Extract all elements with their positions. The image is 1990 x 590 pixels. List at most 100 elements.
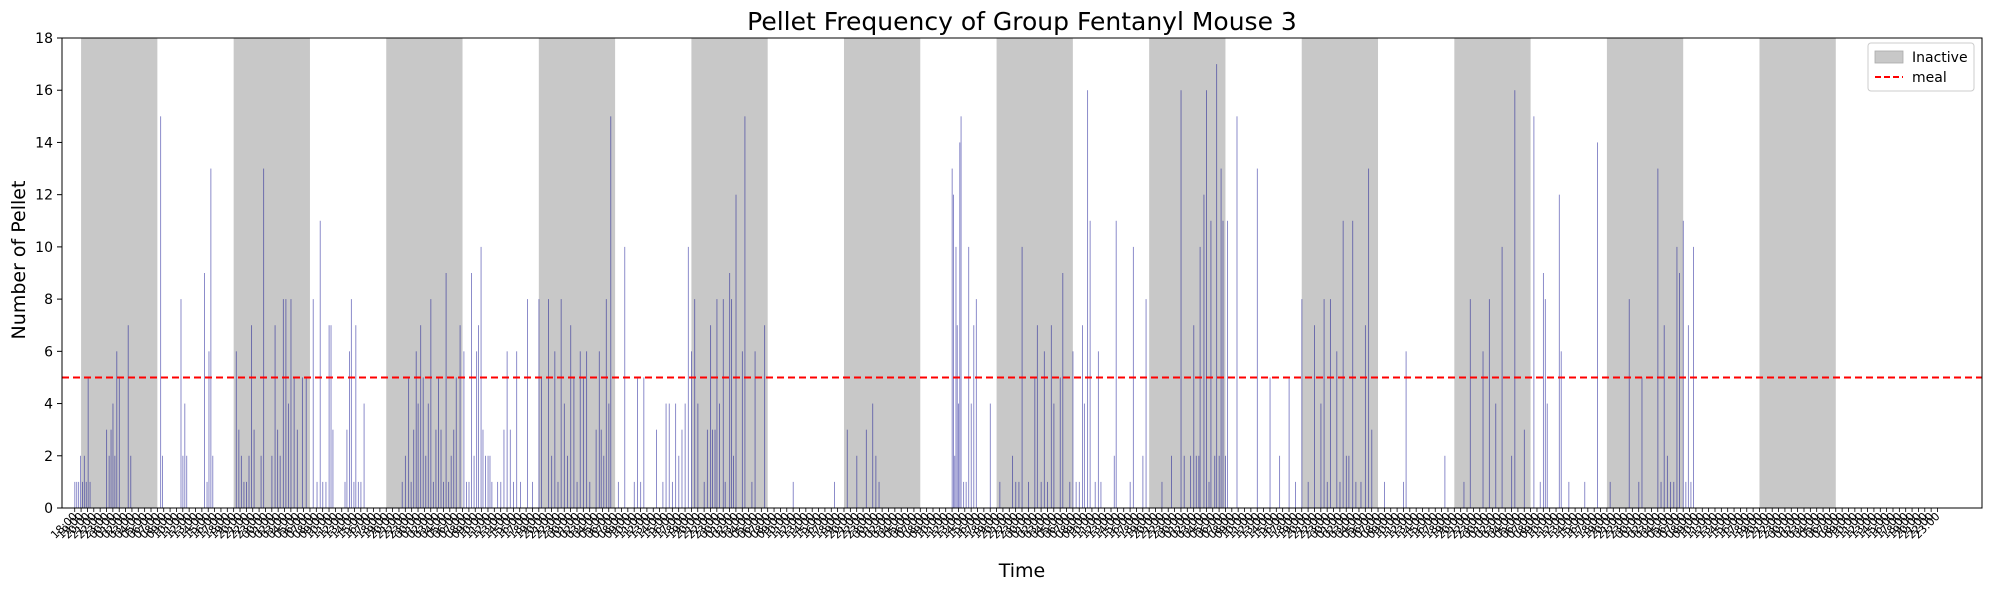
bar-52 — [316, 481, 318, 508]
legend-inactive-swatch — [1874, 50, 1904, 64]
bar-289 — [1544, 299, 1546, 508]
bar-307 — [1679, 273, 1680, 508]
bar-271 — [1368, 168, 1370, 508]
bar-309 — [1685, 481, 1687, 508]
bar-71 — [410, 481, 412, 508]
bar-42 — [279, 455, 281, 508]
bar-288 — [1542, 273, 1544, 508]
bar-190 — [963, 481, 965, 508]
bar-231 — [1180, 90, 1182, 508]
bar-173 — [764, 325, 766, 508]
bar-95 — [473, 455, 475, 508]
y-axis-title: Number of Pellet — [8, 181, 30, 340]
inactive-period-10 — [1606, 38, 1684, 508]
bar-211 — [1062, 273, 1064, 508]
bar-21 — [182, 455, 184, 508]
bar-191 — [965, 481, 967, 508]
bar-130 — [595, 429, 597, 508]
bar-30 — [238, 429, 240, 508]
bar-265 — [1345, 455, 1347, 508]
bar-105 — [500, 481, 502, 508]
bar-101 — [487, 455, 489, 508]
bar-19 — [162, 455, 163, 508]
bar-143 — [656, 429, 657, 508]
bar-162 — [719, 403, 720, 508]
bar-294 — [1584, 481, 1586, 508]
bar-133 — [603, 455, 605, 508]
bar-183 — [952, 194, 954, 509]
bar-65 — [357, 481, 359, 508]
bar-239 — [1206, 90, 1207, 508]
bar-157 — [706, 429, 708, 508]
bar-256 — [1307, 481, 1309, 508]
bar-73 — [415, 351, 417, 508]
bar-122 — [567, 455, 568, 508]
bar-270 — [1364, 325, 1366, 508]
bar-308 — [1682, 220, 1684, 508]
bar-41 — [277, 429, 279, 508]
bar-255 — [1301, 299, 1303, 508]
bar-89 — [455, 377, 457, 508]
bar-174 — [792, 481, 794, 508]
bar-90 — [459, 325, 461, 508]
bar-29 — [235, 351, 237, 508]
bar-240 — [1208, 481, 1210, 508]
bar-204 — [1036, 325, 1038, 508]
bar-97 — [478, 325, 479, 508]
bar-233 — [1190, 455, 1192, 508]
bar-118 — [554, 351, 556, 508]
bar-9 — [106, 429, 108, 508]
bar-242 — [1214, 455, 1216, 508]
bar-291 — [1558, 194, 1560, 509]
bar-164 — [724, 481, 726, 508]
bar-67 — [363, 403, 365, 508]
y-tick-label-7: 14 — [35, 135, 53, 151]
bar-209 — [1053, 403, 1055, 508]
bar-24 — [204, 273, 205, 508]
bar-149 — [678, 455, 680, 508]
inactive-period-9 — [1454, 38, 1531, 508]
bar-107 — [506, 351, 508, 508]
y-tick-label-9: 18 — [35, 31, 53, 47]
bar-103 — [491, 481, 493, 508]
bar-88 — [453, 429, 455, 508]
bar-43 — [282, 299, 284, 508]
bar-300 — [1657, 168, 1659, 508]
bar-120 — [560, 299, 562, 508]
bar-81 — [435, 429, 437, 508]
bar-253 — [1288, 377, 1290, 508]
bar-210 — [1059, 377, 1061, 508]
y-tick-label-1: 2 — [44, 449, 53, 465]
bar-285 — [1523, 429, 1525, 508]
bar-113 — [532, 481, 534, 508]
bar-26 — [208, 351, 210, 508]
bar-69 — [404, 455, 406, 508]
bar-241 — [1210, 220, 1212, 508]
bar-299 — [1641, 377, 1643, 508]
bar-117 — [551, 455, 553, 508]
bar-281 — [1495, 403, 1497, 508]
bar-64 — [355, 325, 357, 508]
y-tick-label-5: 10 — [35, 240, 53, 256]
bar-179 — [872, 403, 874, 508]
bar-166 — [731, 299, 733, 508]
bar-262 — [1336, 351, 1338, 508]
bar-148 — [675, 403, 677, 508]
bar-53 — [319, 220, 321, 508]
bar-116 — [548, 299, 549, 508]
bar-40 — [274, 325, 276, 508]
bar-218 — [1087, 90, 1089, 508]
bar-220 — [1094, 481, 1096, 508]
bar-110 — [516, 351, 518, 508]
bar-119 — [557, 481, 559, 508]
bar-306 — [1676, 246, 1678, 508]
bar-182 — [951, 168, 953, 508]
bar-266 — [1348, 455, 1350, 508]
y-tick-label-8: 16 — [35, 83, 53, 99]
bar-155 — [697, 403, 699, 508]
bar-197 — [999, 481, 1001, 508]
bar-177 — [856, 455, 858, 508]
bar-194 — [973, 325, 975, 508]
bar-219 — [1089, 220, 1091, 508]
bar-68 — [401, 481, 403, 508]
